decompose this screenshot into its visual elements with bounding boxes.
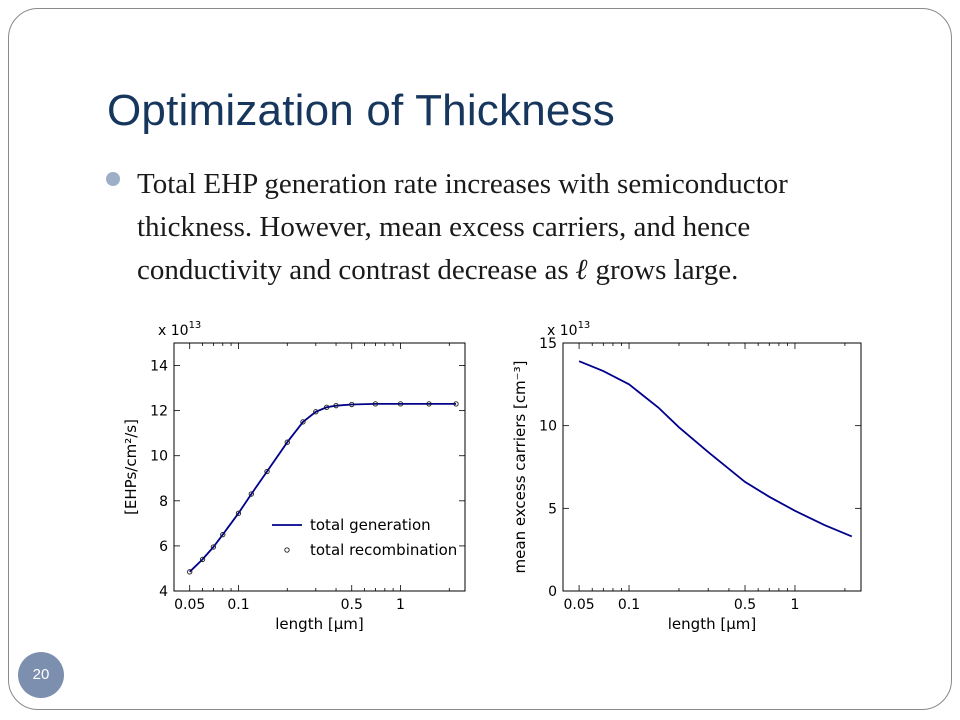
data-point-total-recombination	[284, 439, 290, 445]
data-point-total-recombination	[397, 401, 404, 407]
data-point-total-recombination	[264, 468, 270, 475]
legend-label-total-recombination: total recombination	[310, 541, 457, 559]
x-axis-label: length [μm]	[668, 615, 756, 633]
y-tick-label: 6	[159, 539, 168, 555]
data-point-total-recombination	[313, 409, 319, 415]
x-axis-label: length [μm]	[275, 615, 363, 633]
y-tick-label: 5	[548, 501, 557, 517]
data-point-total-recombination	[323, 404, 330, 410]
y-tick-label: 15	[539, 336, 557, 352]
y-axis-label: [EHPs/cm²/s]	[122, 419, 140, 515]
x-tick-label: 0.1	[618, 597, 640, 613]
data-point-total-recombination	[453, 401, 459, 407]
y-axis-label: mean excess carriers [cm⁻³]	[511, 361, 529, 574]
data-point-total-recombination	[372, 401, 379, 407]
data-point-total-recombination	[235, 510, 242, 516]
slide-frame	[8, 8, 952, 710]
y-tick-label: 14	[150, 359, 168, 375]
data-point-total-recombination	[426, 401, 432, 407]
data-point-total-recombination	[210, 544, 217, 550]
bullet-dot-icon	[106, 172, 120, 186]
x-tick-label: 1	[396, 597, 405, 613]
x-tick-label: 0.5	[734, 597, 756, 613]
plot-area	[562, 342, 862, 592]
data-point-total-recombination	[199, 556, 206, 563]
ell-symbol: ℓ	[575, 254, 589, 286]
y-tick-label: 10	[150, 449, 168, 465]
x-tick-label: 1	[791, 597, 800, 613]
series-line-total-generation	[189, 403, 456, 573]
y-tick-label: 4	[159, 584, 168, 600]
x-tick-label: 0.05	[174, 597, 205, 613]
x-tick-label: 0.1	[227, 597, 249, 613]
bullet-text-part2: grows large.	[588, 254, 739, 286]
data-point-total-recombination	[220, 531, 226, 538]
legend-marker-swatch	[284, 547, 290, 553]
slide-title: Optimization of Thickness	[107, 86, 615, 135]
page-number-badge: 20	[18, 652, 64, 698]
x-tick-label: 0.5	[341, 597, 363, 613]
plot-area	[173, 342, 466, 592]
bullet-point: Total EHP generation rate increases with…	[106, 163, 896, 292]
data-point-total-recombination	[187, 569, 193, 575]
x-tick-label: 0.05	[563, 597, 594, 613]
series-line-mean-excess-carriers	[578, 360, 853, 538]
bullet-text-part1: Total EHP generation rate increases with…	[137, 168, 788, 286]
y-tick-label: 12	[150, 404, 168, 420]
axis-multiplier: x 1013	[547, 320, 590, 339]
y-tick-label: 10	[539, 419, 557, 435]
y-tick-label: 8	[159, 494, 168, 510]
axis-multiplier: x 1013	[158, 320, 201, 339]
legend-label-total-generation: total generation	[310, 516, 431, 534]
data-point-total-recombination	[248, 491, 254, 497]
data-point-total-recombination	[300, 419, 306, 425]
data-point-total-recombination	[333, 403, 339, 409]
bullet-text: Total EHP generation rate increases with…	[137, 163, 896, 292]
y-tick-label: 0	[548, 584, 557, 600]
data-point-total-recombination	[349, 401, 355, 408]
